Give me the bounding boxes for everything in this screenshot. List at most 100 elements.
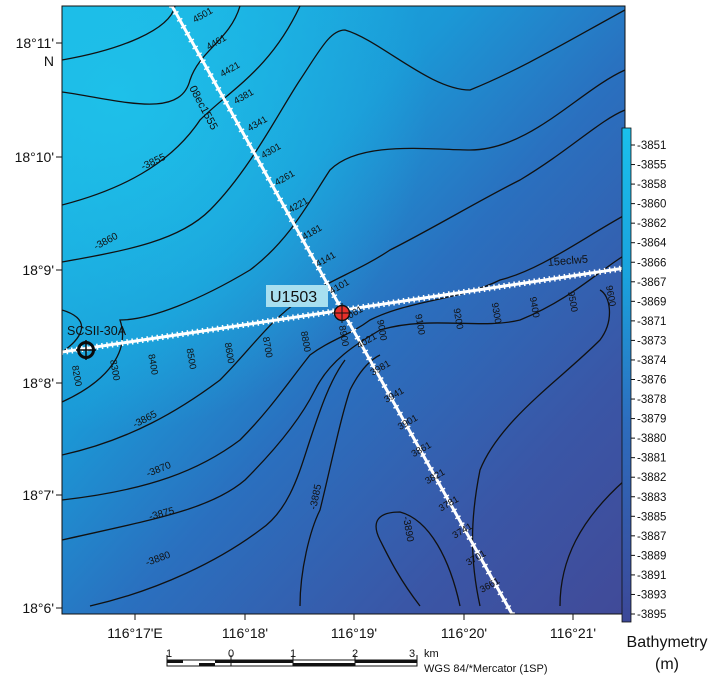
shotpoint-tick: [481, 563, 488, 568]
shotpoint-tick: [573, 272, 576, 279]
shotpoint-tick: [111, 341, 114, 348]
shotpoint-tick: [373, 370, 380, 375]
shotpoint-tick: [186, 330, 189, 337]
shotpoint-tick: [381, 383, 388, 389]
shotpoint-tick: [437, 292, 441, 299]
shotpoint-tick: [505, 604, 512, 610]
shotpoint-tick: [180, 24, 187, 29]
shotpoint-tick: [96, 343, 99, 350]
shotpoint-tick: [369, 363, 376, 368]
colorbar-tick-label: -3871: [637, 316, 666, 328]
shotpoint-tick: [288, 218, 295, 223]
colorbar-tick-label: -3893: [637, 589, 666, 601]
shotpoint-tick: [215, 86, 222, 92]
shotpoint-tick: [211, 79, 218, 85]
colorbar-tick-label: -3887: [637, 531, 666, 543]
shotpoint-tick: [588, 270, 591, 277]
contour-line: [62, 6, 301, 206]
shotpoint-tick: [261, 318, 265, 326]
shotpoint-tick: [121, 339, 124, 347]
shotpoint-tick: [312, 311, 315, 318]
shotpoint-tick: [166, 333, 169, 340]
shotpoint-tick: [292, 224, 299, 230]
shotpoint-tick: [377, 301, 380, 308]
colorbar-ticks: -3851 -3855 -3858 -3860 -3862 -3864 -3866 -3867…: [631, 140, 667, 621]
shotpoint-tick: [257, 162, 264, 168]
contour-line: [89, 359, 346, 607]
shotpoint-tick: [427, 466, 434, 472]
shotpoint-tick: [397, 298, 400, 305]
shotpoint-tick: [315, 266, 322, 271]
shotpoint-tick: [196, 328, 199, 335]
shotpoint-tick: [230, 114, 237, 119]
shotpoint-tick: [583, 270, 586, 278]
lon-label: 116°20': [441, 625, 487, 641]
shotpoint-tick: [457, 289, 461, 296]
shotpoint-tick: [435, 480, 442, 485]
shotpoint-tick: [357, 304, 360, 311]
shotpoint-tick: [467, 288, 471, 295]
shotpoint-tick: [424, 459, 430, 465]
shotpoint-tick: [442, 291, 446, 299]
shotpoint-tick: [358, 342, 365, 347]
site-secondary[interactable]: [76, 340, 96, 360]
shotpoint-label: 8800: [298, 330, 313, 353]
colorbar-tick-label: -3891: [637, 570, 666, 582]
shotpoint-tick: [176, 331, 179, 338]
shotpoint-tick: [226, 324, 230, 331]
shotpoint-tick: [354, 335, 361, 340]
shotpoint-tick: [196, 52, 203, 57]
shotpoint-tick: [603, 267, 607, 275]
scale-tick: 1: [166, 648, 172, 660]
shotpoint-tick: [412, 439, 419, 444]
shotpoint-tick: [207, 72, 214, 78]
shotpoint-tick: [284, 211, 291, 216]
shotpoint-tick: [396, 411, 403, 416]
shotpoint-tick: [422, 294, 426, 302]
shotpoint-tick: [454, 515, 461, 520]
shotpoint-label: 9400: [527, 296, 542, 319]
lon-label: 116°19': [331, 625, 377, 641]
shotpoint-tick: [563, 273, 566, 281]
shotpoint-tick: [451, 508, 458, 513]
contour-line: [299, 354, 381, 607]
shotpoint-tick: [335, 300, 342, 306]
lat-label: 18°7': [22, 487, 54, 503]
shotpoint-tick: [308, 252, 315, 257]
shotpoint-tick: [439, 487, 446, 492]
contour-line: [62, 254, 625, 541]
shotpoint-tick: [548, 276, 551, 283]
shotpoint-tick: [256, 319, 260, 326]
colorbar-tick-label: -3858: [637, 179, 666, 191]
shotpoint-tick: [416, 446, 423, 451]
shotpoint-tick: [261, 169, 268, 174]
depth-colorbar: -3851 -3855 -3858 -3860 -3862 -3864 -3866 -3867…: [621, 127, 708, 673]
shotpoint-tick: [392, 299, 395, 306]
shotpoint-tick: [292, 314, 295, 321]
scale-unit: km: [424, 648, 439, 660]
shotpoint-tick: [501, 598, 508, 603]
shotpoint-tick: [271, 317, 275, 324]
shotpoint-tick: [538, 277, 541, 284]
site-primary[interactable]: [332, 303, 352, 323]
shotpoint-tick: [126, 339, 129, 346]
shotpoint-tick: [523, 279, 526, 287]
colorbar-tick-label: -3874: [637, 355, 667, 367]
shotpoint-label: 8400: [145, 353, 160, 376]
contour-line: [62, 9, 625, 263]
shotpoint-tick: [462, 528, 469, 534]
shotpoint-tick: [241, 321, 245, 329]
shotpoint-tick: [543, 276, 546, 284]
shotpoint-tick: [497, 591, 504, 596]
shotpoint-tick: [533, 278, 536, 285]
shotpoint-tick: [474, 549, 481, 554]
shotpoint-tick: [251, 320, 255, 327]
shotpoint-label: 9300: [489, 302, 504, 325]
shotpoint-label: 8200: [69, 365, 84, 388]
shotpoint-tick: [188, 38, 195, 43]
colorbar-title: Bathymetry: [627, 634, 708, 651]
shotpoint-label: 8300: [107, 359, 122, 382]
shotpoint-tick: [231, 323, 235, 330]
shotpoint-tick: [389, 397, 396, 402]
shotpoint-tick: [350, 328, 357, 333]
